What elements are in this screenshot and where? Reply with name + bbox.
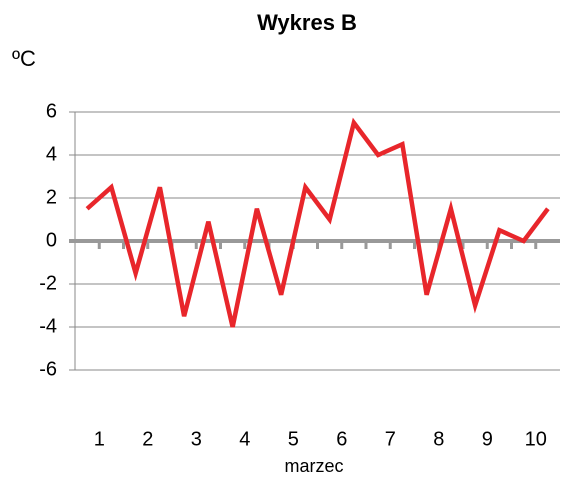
- x-tick-label: 6: [336, 428, 347, 450]
- x-tick-label: 2: [142, 428, 153, 450]
- data-line: [85, 117, 550, 328]
- x-tick-label: 7: [385, 428, 396, 450]
- x-tick-label: 5: [288, 428, 299, 450]
- x-tick-label: 4: [239, 428, 250, 450]
- chart-title: Wykres B: [257, 10, 357, 35]
- x-tick-label: 8: [433, 428, 444, 450]
- x-tick-label: 3: [191, 428, 202, 450]
- y-tick-label: -6: [39, 358, 57, 380]
- y-tick-label: -2: [39, 272, 57, 294]
- y-tick-label: 6: [46, 100, 57, 122]
- y-tick-label: 4: [46, 143, 57, 165]
- y-tick-label: 2: [46, 186, 57, 208]
- y-tick-label: 0: [46, 229, 57, 251]
- x-axis-label: marzec: [284, 456, 343, 476]
- x-tick-label: 1: [94, 428, 105, 450]
- y-tick-label: -4: [39, 315, 57, 337]
- x-tick-label: 10: [525, 428, 547, 450]
- x-tick-label: 9: [482, 428, 493, 450]
- y-axis-label: ºC: [12, 46, 36, 71]
